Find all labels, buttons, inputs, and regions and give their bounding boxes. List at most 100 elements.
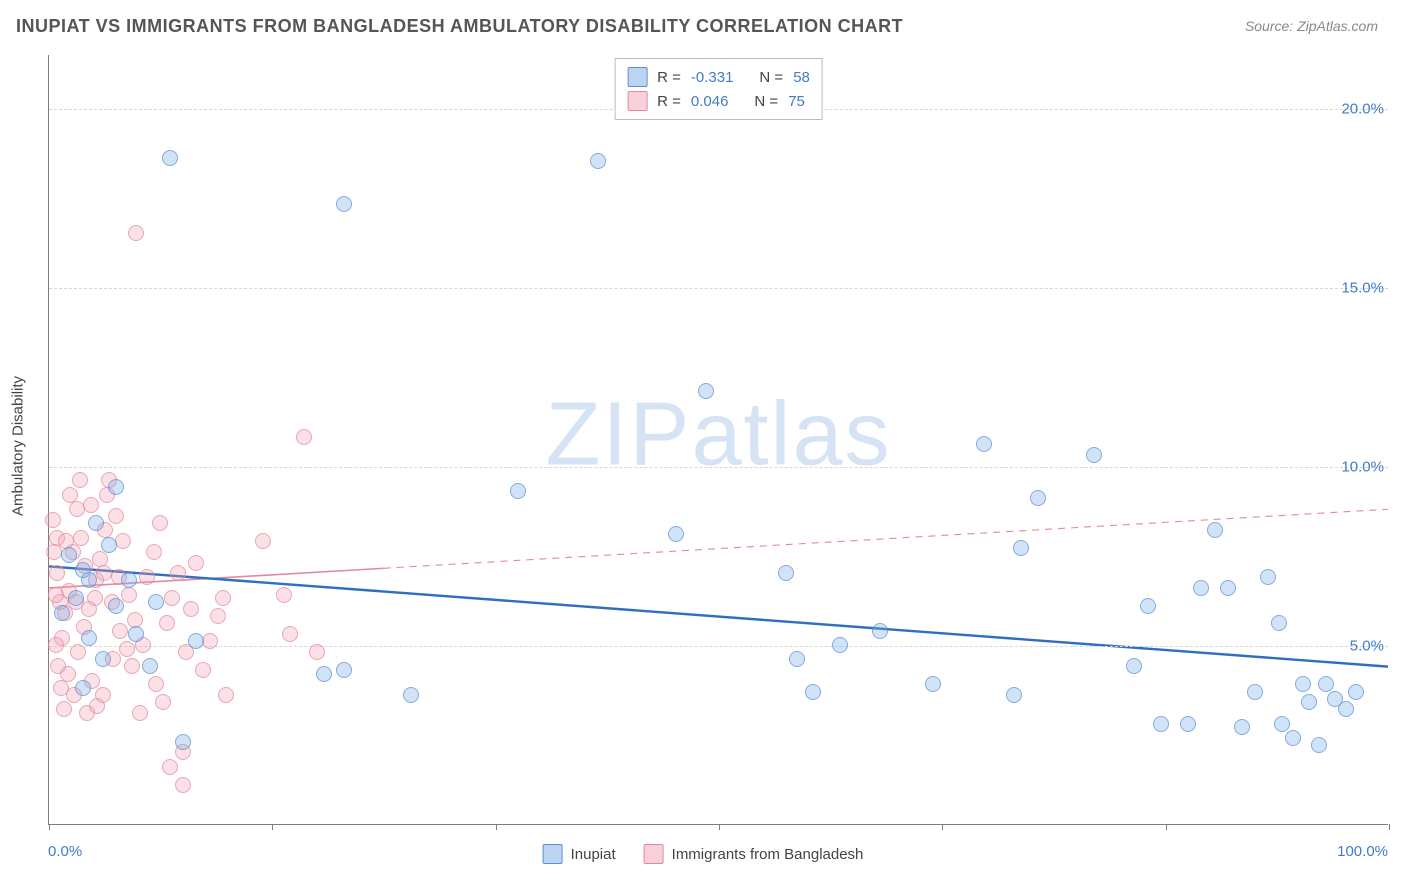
data-point [1126,658,1142,674]
swatch-blue [543,844,563,864]
data-point [95,651,111,667]
data-point [590,153,606,169]
data-point [162,150,178,166]
data-point [1193,580,1209,596]
data-point [510,483,526,499]
r-value: 0.046 [691,93,729,110]
swatch-pink [644,844,664,864]
x-tick [49,824,50,830]
data-point [108,508,124,524]
data-point [218,687,234,703]
data-point [925,676,941,692]
source-label: Source: ZipAtlas.com [1245,18,1378,34]
chart-container: INUPIAT VS IMMIGRANTS FROM BANGLADESH AM… [0,0,1406,892]
y-axis-title: Ambulatory Disability [10,376,27,516]
data-point [101,537,117,553]
x-tick [272,824,273,830]
data-point [48,587,64,603]
data-point [54,605,70,621]
data-point [49,565,65,581]
data-point [1271,615,1287,631]
data-point [1153,716,1169,732]
data-point [215,590,231,606]
x-tick [942,824,943,830]
data-point [832,637,848,653]
data-point [119,641,135,657]
swatch-blue [627,67,647,87]
data-point [81,630,97,646]
data-point [210,608,226,624]
data-point [162,759,178,775]
data-point [1274,716,1290,732]
data-point [124,658,140,674]
legend-stats-row: R = 0.046 N = 75 [627,89,810,113]
data-point [88,515,104,531]
data-point [146,544,162,560]
data-point [139,569,155,585]
data-point [75,562,91,578]
data-point [175,777,191,793]
data-point [1220,580,1236,596]
data-point [72,472,88,488]
data-point [152,515,168,531]
data-point [108,479,124,495]
data-point [148,676,164,692]
data-point [170,565,186,581]
data-point [159,615,175,631]
data-point [155,694,171,710]
x-tick [1389,824,1390,830]
gridline [49,467,1388,468]
y-tick-label: 5.0% [1350,637,1384,654]
data-point [45,512,61,528]
data-point [1301,694,1317,710]
data-point [403,687,419,703]
data-point [1318,676,1334,692]
data-point [83,497,99,513]
data-point [75,680,91,696]
data-point [56,701,72,717]
data-point [73,530,89,546]
data-point [148,594,164,610]
r-label: R = [657,69,681,86]
data-point [872,623,888,639]
data-point [1013,540,1029,556]
x-tick [719,824,720,830]
data-point [316,666,332,682]
data-point [164,590,180,606]
data-point [115,533,131,549]
data-point [108,598,124,614]
data-point [805,684,821,700]
chart-title: INUPIAT VS IMMIGRANTS FROM BANGLADESH AM… [16,16,903,37]
data-point [61,547,77,563]
data-point [336,196,352,212]
data-point [976,436,992,452]
legend-stats: R = -0.331 N = 58 R = 0.046 N = 75 [614,58,823,120]
y-tick-label: 15.0% [1341,279,1384,296]
data-point [62,487,78,503]
data-point [121,572,137,588]
r-label: R = [657,93,681,110]
data-point [276,587,292,603]
data-point [175,734,191,750]
n-label: N = [759,69,783,86]
legend-label: Inupiat [571,846,616,863]
data-point [53,680,69,696]
data-point [1247,684,1263,700]
trend-lines [49,55,1388,824]
data-point [1260,569,1276,585]
legend-item: Immigrants from Bangladesh [644,844,864,864]
data-point [195,662,211,678]
data-point [1086,447,1102,463]
data-point [128,626,144,642]
gridline [49,288,1388,289]
data-point [87,590,103,606]
data-point [112,623,128,639]
x-axis-max-label: 100.0% [1337,843,1388,860]
data-point [121,587,137,603]
n-value: 75 [788,93,805,110]
data-point [142,658,158,674]
plot-area: ZIPatlas R = -0.331 N = 58 R = 0.046 N =… [48,55,1388,825]
data-point [188,555,204,571]
legend-label: Immigrants from Bangladesh [672,846,864,863]
legend-item: Inupiat [543,844,616,864]
